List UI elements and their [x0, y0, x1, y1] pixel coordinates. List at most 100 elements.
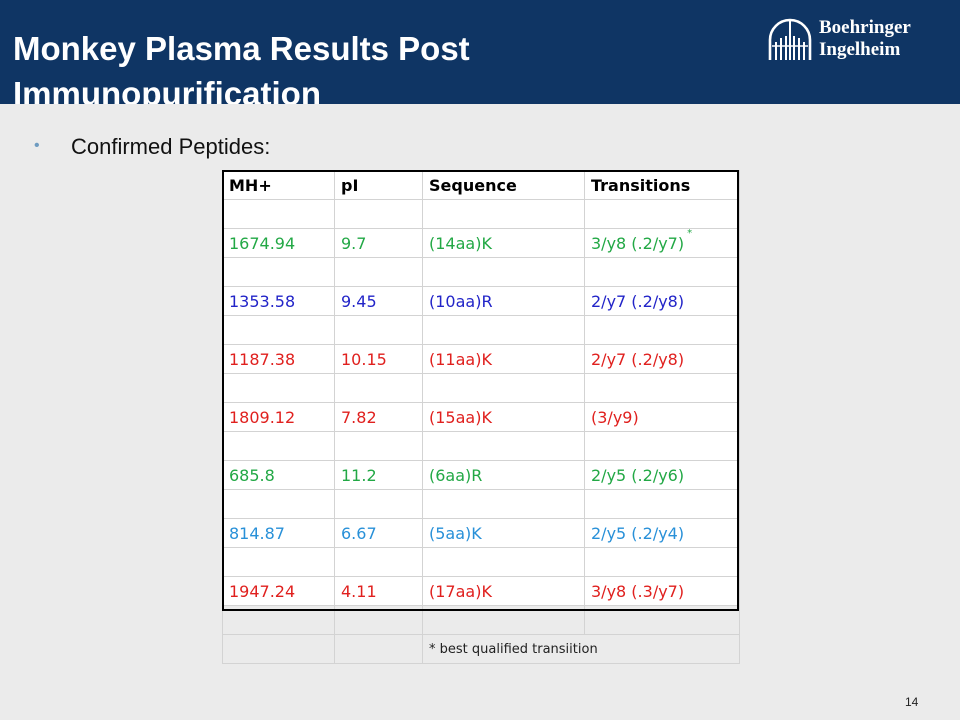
empty-cell: [584, 257, 740, 287]
cell-mh: 1353.58: [222, 286, 335, 316]
empty-cell: [422, 373, 585, 403]
column-header: Transitions: [584, 170, 740, 200]
column-header: Sequence: [422, 170, 585, 200]
footnote-row: * best qualified transiition: [222, 634, 740, 664]
bullet-text: Confirmed Peptides:: [71, 134, 271, 159]
page-number: 14: [905, 695, 919, 709]
empty-cell: [334, 257, 423, 287]
cell-mh-text: 685.8: [229, 465, 275, 485]
empty-cell: [334, 547, 423, 577]
cell-pi-text: 6.67: [341, 523, 377, 543]
spacer-row: [222, 199, 740, 229]
empty-cell: [584, 431, 740, 461]
cell-pi-text: 4.11: [341, 581, 377, 601]
cell-sequence-text: (10aa)R: [429, 291, 493, 311]
empty-cell: [222, 257, 335, 287]
empty-cell: [334, 489, 423, 519]
empty-cell: [222, 489, 335, 519]
cell-pi: 11.2: [334, 460, 423, 490]
empty-cell: [422, 547, 585, 577]
cell-sequence: (17aa)K: [422, 576, 585, 606]
logo-line-2: Ingelheim: [819, 39, 901, 60]
table-row: 1809.12 7.82 (15aa)K (3/y9): [222, 402, 740, 432]
empty-cell: [584, 373, 740, 403]
cell-mh: 814.87: [222, 518, 335, 548]
cell-pi: 9.45: [334, 286, 423, 316]
cell-pi: 7.82: [334, 402, 423, 432]
cell-mh: 1809.12: [222, 402, 335, 432]
cell-transitions-text: 2/y5 (.2/y4): [591, 523, 685, 543]
cell-sequence-text: (5aa)K: [429, 523, 482, 543]
spacer-row: [222, 489, 740, 519]
cell-mh-text: 814.87: [229, 523, 285, 543]
empty-cell: [222, 199, 335, 229]
cell-sequence-text: (17aa)K: [429, 581, 492, 601]
empty-cell: [422, 489, 585, 519]
empty-cell: [584, 489, 740, 519]
cell-sequence: (14aa)K: [422, 228, 585, 258]
footnote-marker: *: [687, 227, 693, 239]
empty-cell: [422, 257, 585, 287]
cell-pi-text: 7.82: [341, 407, 377, 427]
cell-sequence: (15aa)K: [422, 402, 585, 432]
empty-cell: [222, 634, 335, 664]
cell-transitions-text: (3/y9): [591, 407, 639, 427]
cell-mh: 1674.94: [222, 228, 335, 258]
cell-sequence: (6aa)R: [422, 460, 585, 490]
cell-transitions: (3/y9): [584, 402, 740, 432]
cell-pi: 10.15: [334, 344, 423, 374]
empty-cell: [334, 605, 423, 635]
cell-transitions: 3/y8 (.3/y7): [584, 576, 740, 606]
cell-pi-text: 11.2: [341, 465, 377, 485]
empty-cell: [222, 373, 335, 403]
cell-pi-text: 10.15: [341, 349, 387, 369]
table-row: 1187.38 10.15 (11aa)K 2/y7 (.2/y8): [222, 344, 740, 374]
cell-mh-text: 1353.58: [229, 291, 296, 311]
cell-sequence-text: (15aa)K: [429, 407, 492, 427]
cell-sequence: (11aa)K: [422, 344, 585, 374]
logo-building-icon: [768, 18, 812, 60]
empty-cell: [584, 315, 740, 345]
empty-cell: [422, 431, 585, 461]
empty-cell: [222, 547, 335, 577]
cell-pi: 6.67: [334, 518, 423, 548]
spacer-row: [222, 547, 740, 577]
cell-sequence-text: (6aa)R: [429, 465, 483, 485]
table-row: 685.8 11.2 (6aa)R 2/y5 (.2/y6): [222, 460, 740, 490]
empty-cell: [334, 373, 423, 403]
table-row: 1674.94 9.7 (14aa)K 3/y8 (.2/y7)*: [222, 227, 740, 258]
empty-cell: [334, 199, 423, 229]
logo-line-1: Boehringer: [819, 17, 911, 38]
cell-mh-text: 1674.94: [229, 233, 296, 253]
table-row: 1947.24 4.11 (17aa)K 3/y8 (.3/y7): [222, 576, 740, 606]
cell-transitions: 2/y5 (.2/y4): [584, 518, 740, 548]
cell-mh-text: 1947.24: [229, 581, 296, 601]
footnote: * best qualified transiition: [422, 634, 740, 664]
cell-transitions: 2/y7 (.2/y8): [584, 286, 740, 316]
title-clip: Monkey Plasma Results Post Immunopurific…: [0, 0, 960, 104]
table-row: 1353.58 9.45 (10aa)R 2/y7 (.2/y8): [222, 286, 740, 316]
empty-cell: [222, 605, 335, 635]
spacer-row: [222, 605, 740, 635]
cell-sequence: (10aa)R: [422, 286, 585, 316]
empty-cell: [584, 199, 740, 229]
slide-title: Monkey Plasma Results Post Immunopurific…: [13, 30, 470, 104]
empty-cell: [584, 547, 740, 577]
cell-pi: 4.11: [334, 576, 423, 606]
cell-transitions: 2/y7 (.2/y8): [584, 344, 740, 374]
empty-cell: [422, 315, 585, 345]
cell-pi-text: 9.45: [341, 291, 377, 311]
company-logo: Boehringer Ingelheim: [766, 16, 936, 66]
empty-cell: [334, 634, 423, 664]
title-bar: Monkey Plasma Results Post Immunopurific…: [0, 0, 960, 104]
cell-transitions-text: 2/y7 (.2/y8): [591, 291, 685, 311]
empty-cell: [334, 431, 423, 461]
empty-cell: [422, 605, 585, 635]
cell-pi-text: 9.7: [341, 233, 367, 253]
spacer-row: [222, 431, 740, 461]
cell-pi: 9.7: [334, 228, 423, 258]
peptide-table: MH+ pI Sequence Transitions 1674.94 9.7 (14aa)…: [222, 170, 740, 664]
spacer-row: [222, 257, 740, 287]
cell-transitions: 2/y5 (.2/y6): [584, 460, 740, 490]
cell-transitions-text: 2/y5 (.2/y6): [591, 465, 685, 485]
